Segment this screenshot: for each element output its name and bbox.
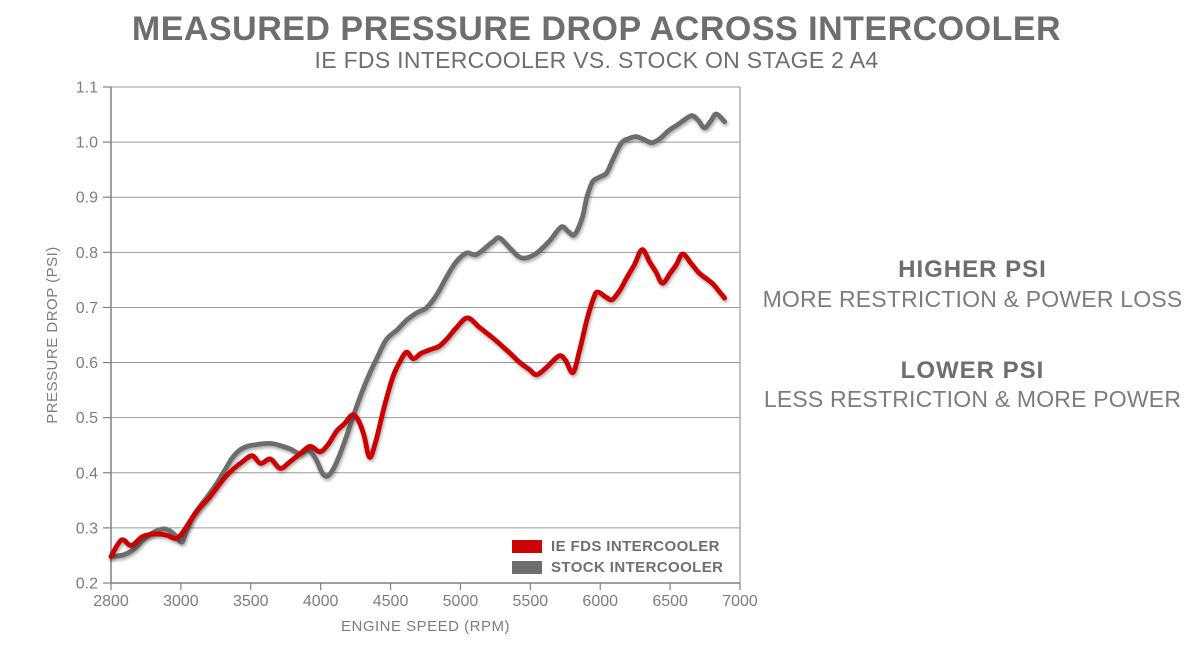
x-tick-label: 7000 xyxy=(722,593,758,610)
x-tick-label: 5000 xyxy=(443,593,479,610)
annotation-gap xyxy=(752,314,1193,357)
legend: IE FDS INTERCOOLER STOCK INTERCOOLER xyxy=(512,538,723,580)
y-tick-label: 0.4 xyxy=(76,465,98,482)
page-title: MEASURED PRESSURE DROP ACROSS INTERCOOLE… xyxy=(131,10,1062,48)
series-stock-intercooler xyxy=(108,111,727,559)
legend-item-ie-fds: IE FDS INTERCOOLER xyxy=(512,537,723,555)
legend-label: STOCK INTERCOOLER xyxy=(551,558,724,576)
annotation-lower-psi-sub: LESS RESTRICTION & MORE POWER xyxy=(763,386,1182,413)
legend-swatch-red xyxy=(512,539,542,553)
annotation-higher-psi-sub: MORE RESTRICTION & POWER LOSS xyxy=(762,285,1183,312)
y-axis-title: PRESSURE DROP (PSI) xyxy=(44,246,61,424)
y-tick-label: 1.1 xyxy=(76,80,98,97)
annotation-block: HIGHER PSI MORE RESTRICTION & POWER LOSS… xyxy=(752,256,1193,414)
y-tick-label: 0.5 xyxy=(76,410,98,427)
x-tick-label: 6500 xyxy=(652,593,688,610)
y-tick-label: 0.7 xyxy=(76,300,98,317)
y-tick-label: 0.2 xyxy=(76,576,98,593)
page-subtitle: IE FDS INTERCOOLER VS. STOCK ON STAGE 2 … xyxy=(314,47,879,73)
y-tick-label: 0.6 xyxy=(76,355,98,372)
x-tick-label: 3000 xyxy=(163,593,199,610)
x-tick-label: 2800 xyxy=(93,593,129,610)
legend-label: IE FDS INTERCOOLER xyxy=(551,537,720,555)
series-ie-fds-intercooler xyxy=(108,247,727,559)
legend-swatch-gray xyxy=(512,560,542,574)
x-tick-label: 3500 xyxy=(233,593,269,610)
x-tick-label: 5500 xyxy=(513,593,549,610)
data-series xyxy=(108,111,727,559)
gridlines xyxy=(111,86,740,584)
annotation-higher-psi: HIGHER PSI xyxy=(898,256,1047,283)
y-tick-label: 0.9 xyxy=(76,190,98,207)
axes xyxy=(103,86,741,590)
x-tick-label: 4000 xyxy=(303,593,339,610)
pressure-drop-chart: 0.2 0.3 0.4 0.5 0.6 0.7 0.8 0.9 1.0 1.1 2800 3000 35… xyxy=(44,80,758,636)
x-axis-title: ENGINE SPEED (RPM) xyxy=(341,618,510,635)
y-tick-label: 1.0 xyxy=(76,135,98,152)
x-tick-label: 6000 xyxy=(582,593,618,610)
y-tick-label: 0.3 xyxy=(76,520,98,537)
annotation-lower-psi: LOWER PSI xyxy=(900,356,1045,384)
x-tick-label: 4500 xyxy=(373,593,409,610)
y-tick-label: 0.8 xyxy=(76,245,98,262)
legend-item-stock: STOCK INTERCOOLER xyxy=(512,558,724,576)
axis-labels: 0.2 0.3 0.4 0.5 0.6 0.7 0.8 0.9 1.0 1.1 2800 3000 35… xyxy=(44,80,758,636)
